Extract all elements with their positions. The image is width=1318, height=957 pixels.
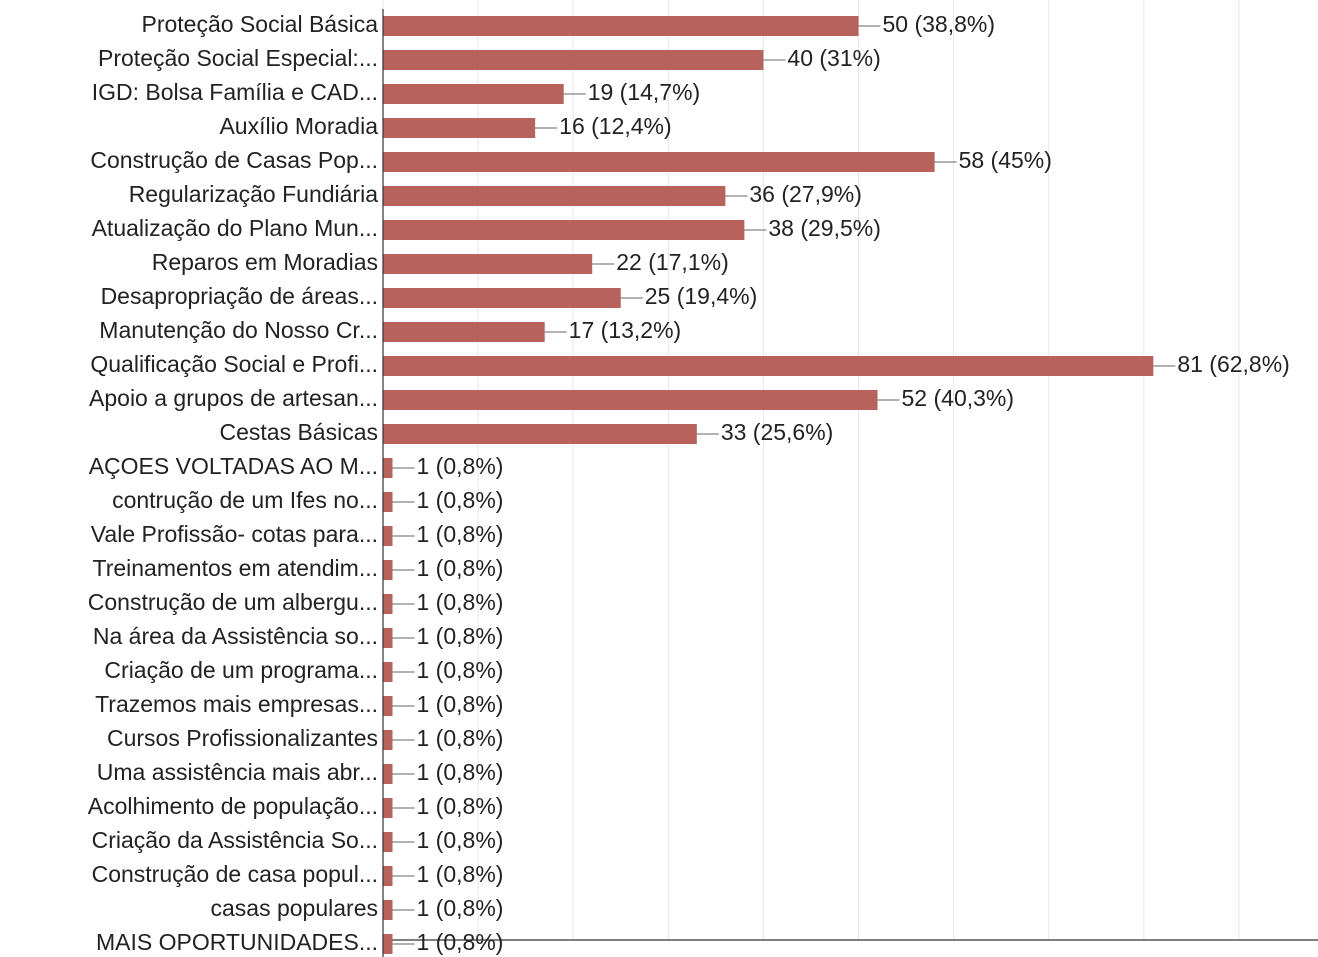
data-label: 81 (62,8%) bbox=[1177, 351, 1290, 377]
y-tick-label: Na área da Assistência so... bbox=[93, 623, 378, 649]
data-label: 1 (0,8%) bbox=[417, 759, 504, 785]
y-tick-label: Criação da Assistência So... bbox=[92, 827, 378, 853]
y-tick-label: Construção de um albergu... bbox=[88, 589, 378, 615]
bar bbox=[383, 118, 536, 138]
data-label: 16 (12,4%) bbox=[559, 113, 672, 139]
data-label: 1 (0,8%) bbox=[417, 793, 504, 819]
data-label: 25 (19,4%) bbox=[645, 283, 758, 309]
data-label: 38 (29,5%) bbox=[768, 215, 881, 241]
y-tick-label: Qualificação Social e Profi... bbox=[90, 351, 378, 377]
y-tick-label: Vale Profissão- cotas para... bbox=[91, 521, 378, 547]
bar bbox=[383, 492, 393, 512]
y-tick-label: Trazemos mais empresas... bbox=[95, 691, 378, 717]
data-label: 19 (14,7%) bbox=[588, 79, 701, 105]
y-tick-label: Regularização Fundiária bbox=[129, 181, 379, 207]
bar bbox=[383, 628, 393, 648]
y-tick-label: Uma assistência mais abr... bbox=[97, 759, 378, 785]
bar bbox=[383, 832, 393, 852]
data-label: 1 (0,8%) bbox=[417, 487, 504, 513]
bar bbox=[383, 16, 859, 36]
y-tick-label: Acolhimento de população... bbox=[88, 793, 378, 819]
data-label: 1 (0,8%) bbox=[417, 895, 504, 921]
data-label: 22 (17,1%) bbox=[616, 249, 729, 275]
y-tick-label: Auxílio Moradia bbox=[219, 113, 378, 139]
y-tick-label: Reparos em Moradias bbox=[152, 249, 378, 275]
data-label: 1 (0,8%) bbox=[417, 827, 504, 853]
y-tick-label: casas populares bbox=[211, 895, 379, 921]
data-label: 17 (13,2%) bbox=[569, 317, 682, 343]
data-label: 1 (0,8%) bbox=[417, 861, 504, 887]
bar bbox=[383, 934, 393, 954]
y-tick-label: Treinamentos em atendim... bbox=[93, 555, 379, 581]
bar bbox=[383, 798, 393, 818]
y-tick-label: AÇOES VOLTADAS AO M... bbox=[89, 453, 378, 479]
bar bbox=[383, 50, 764, 70]
data-label: 1 (0,8%) bbox=[417, 555, 504, 581]
y-tick-label: Apoio a grupos de artesan... bbox=[89, 385, 378, 411]
y-tick-label: IGD: Bolsa Família e CAD... bbox=[92, 79, 378, 105]
bar bbox=[383, 152, 935, 172]
bar bbox=[383, 288, 621, 308]
bar bbox=[383, 390, 878, 410]
y-tick-label: contrução de um Ifes no... bbox=[112, 487, 378, 513]
bar bbox=[383, 458, 393, 478]
bar bbox=[383, 84, 564, 104]
y-tick-label: Criação de um programa... bbox=[104, 657, 378, 683]
data-label: 1 (0,8%) bbox=[417, 589, 504, 615]
data-label: 50 (38,8%) bbox=[883, 11, 996, 37]
bar bbox=[383, 662, 393, 682]
data-label: 1 (0,8%) bbox=[417, 453, 504, 479]
bar bbox=[383, 730, 393, 750]
bar bbox=[383, 594, 393, 614]
y-tick-label: Proteção Social Básica bbox=[141, 11, 378, 37]
y-tick-label: Construção de casa popul... bbox=[92, 861, 378, 887]
y-tick-label: Cursos Profissionalizantes bbox=[107, 725, 378, 751]
bar bbox=[383, 526, 393, 546]
data-label: 52 (40,3%) bbox=[902, 385, 1015, 411]
y-tick-label: Cestas Básicas bbox=[219, 419, 378, 445]
data-label: 1 (0,8%) bbox=[417, 623, 504, 649]
data-label: 1 (0,8%) bbox=[417, 691, 504, 717]
y-tick-label: Construção de Casas Pop... bbox=[90, 147, 378, 173]
data-label: 1 (0,8%) bbox=[417, 657, 504, 683]
bar bbox=[383, 254, 593, 274]
bar bbox=[383, 220, 745, 240]
bar bbox=[383, 424, 697, 444]
y-tick-label: Manutenção do Nosso Cr... bbox=[99, 317, 378, 343]
y-tick-label: Atualização do Plano Mun... bbox=[92, 215, 378, 241]
y-tick-label: Proteção Social Especial:... bbox=[98, 45, 378, 71]
y-tick-label: MAIS OPORTUNIDADES... bbox=[96, 929, 378, 955]
bar bbox=[383, 186, 726, 206]
bar bbox=[383, 322, 545, 342]
bar bbox=[383, 900, 393, 920]
bar bbox=[383, 560, 393, 580]
bar bbox=[383, 764, 393, 784]
y-tick-label: Desapropriação de áreas... bbox=[101, 283, 378, 309]
bar bbox=[383, 356, 1154, 376]
data-label: 1 (0,8%) bbox=[417, 929, 504, 955]
bar bbox=[383, 866, 393, 886]
bar bbox=[383, 696, 393, 716]
data-label: 1 (0,8%) bbox=[417, 521, 504, 547]
data-label: 58 (45%) bbox=[959, 147, 1052, 173]
data-label: 33 (25,6%) bbox=[721, 419, 834, 445]
data-label: 1 (0,8%) bbox=[417, 725, 504, 751]
data-label: 40 (31%) bbox=[787, 45, 880, 71]
data-label: 36 (27,9%) bbox=[749, 181, 862, 207]
